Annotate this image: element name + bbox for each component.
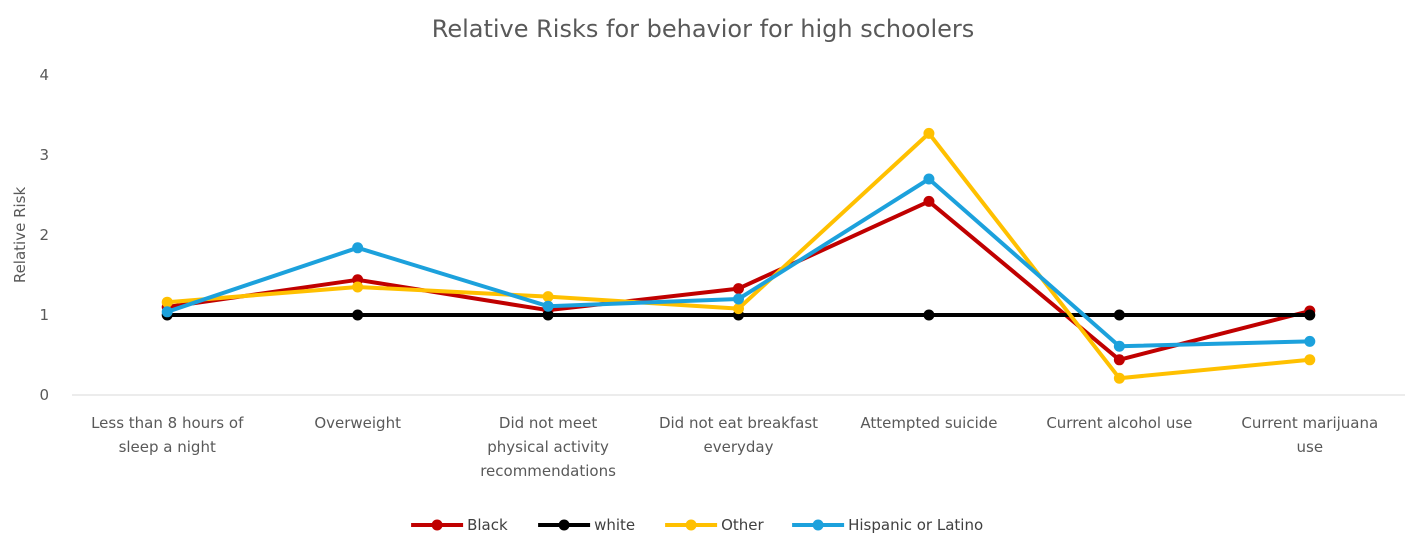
legend-marker xyxy=(431,519,443,531)
x-tick-label-line: physical activity xyxy=(487,438,609,456)
data-point xyxy=(733,293,744,305)
data-point xyxy=(1113,340,1125,352)
data-point xyxy=(923,127,935,139)
data-point xyxy=(923,173,935,185)
data-point xyxy=(161,296,173,308)
x-tick-label-line: Did not eat breakfast xyxy=(659,414,818,432)
data-point xyxy=(161,306,173,318)
chart-title: Relative Risks for behavior for high sch… xyxy=(432,15,975,43)
x-tick-label: Current alcohol use xyxy=(1046,414,1192,432)
legend-item: Other xyxy=(665,516,765,534)
data-point xyxy=(542,300,554,312)
x-tick-label-line: everyday xyxy=(704,438,774,456)
x-tick-label: Less than 8 hours of sleep a night xyxy=(91,414,244,456)
x-tick-label-line: Current alcohol use xyxy=(1046,414,1192,432)
legend-label: Other xyxy=(721,516,764,534)
series-white xyxy=(161,309,1316,321)
x-tick-label-line: use xyxy=(1297,438,1324,456)
y-axis: 0 1 2 3 4 xyxy=(39,66,49,404)
data-point xyxy=(1304,354,1316,366)
legend-marker xyxy=(812,519,824,531)
x-tick-label-line: Attempted suicide xyxy=(860,414,997,432)
data-point xyxy=(542,309,554,321)
legend: Black white Other Hispanic or Latino xyxy=(411,516,983,534)
x-tick-label: Current marijuana use xyxy=(1241,414,1378,456)
x-tick-label: Overweight xyxy=(314,414,401,432)
y-tick-label: 0 xyxy=(39,386,49,404)
data-point xyxy=(733,283,744,295)
data-point xyxy=(542,291,554,303)
data-point xyxy=(1113,309,1125,321)
data-point xyxy=(923,195,935,207)
x-tick-label: Did not eat breakfast everyday xyxy=(659,414,818,456)
series-line xyxy=(165,199,1312,362)
series-black xyxy=(161,195,1316,366)
x-tick-label-line: Less than 8 hours of xyxy=(91,414,244,432)
legend-label: white xyxy=(594,516,635,534)
y-tick-label: 3 xyxy=(39,146,49,164)
x-tick-label-line: Did not meet xyxy=(499,414,597,432)
x-tick-label-line: recommendations xyxy=(480,462,616,480)
x-tick-label: Did not meet physical activity recommendat… xyxy=(480,414,616,480)
data-point xyxy=(352,242,364,254)
y-axis-title: Relative Risk xyxy=(11,187,29,284)
data-point xyxy=(352,281,364,293)
legend-label: Hispanic or Latino xyxy=(848,516,983,534)
series-hispanic-or-latino xyxy=(161,173,1316,352)
legend-item: Hispanic or Latino xyxy=(792,516,983,534)
x-axis: Less than 8 hours of sleep a night Overwei… xyxy=(91,414,1378,480)
data-point xyxy=(1113,354,1125,366)
data-point xyxy=(923,309,935,321)
y-tick-label: 2 xyxy=(39,226,49,244)
series-line xyxy=(165,177,1312,349)
x-tick-label-line: Current marijuana xyxy=(1241,414,1378,432)
legend-item: Black xyxy=(411,516,508,534)
legend-item: white xyxy=(538,516,635,534)
data-point xyxy=(1113,372,1125,384)
series-other xyxy=(161,127,1316,384)
x-tick-label-line: Overweight xyxy=(314,414,401,432)
x-tick-label-line: sleep a night xyxy=(119,438,216,456)
data-point xyxy=(733,303,744,315)
x-tick-label: Attempted suicide xyxy=(860,414,997,432)
legend-label: Black xyxy=(467,516,508,534)
series-group xyxy=(161,127,1316,384)
data-point xyxy=(352,309,364,321)
y-tick-label: 1 xyxy=(39,306,49,324)
data-point xyxy=(1304,309,1316,321)
legend-marker xyxy=(558,519,570,531)
legend-marker xyxy=(685,519,697,531)
data-point xyxy=(1304,335,1316,347)
y-tick-label: 4 xyxy=(39,66,49,84)
